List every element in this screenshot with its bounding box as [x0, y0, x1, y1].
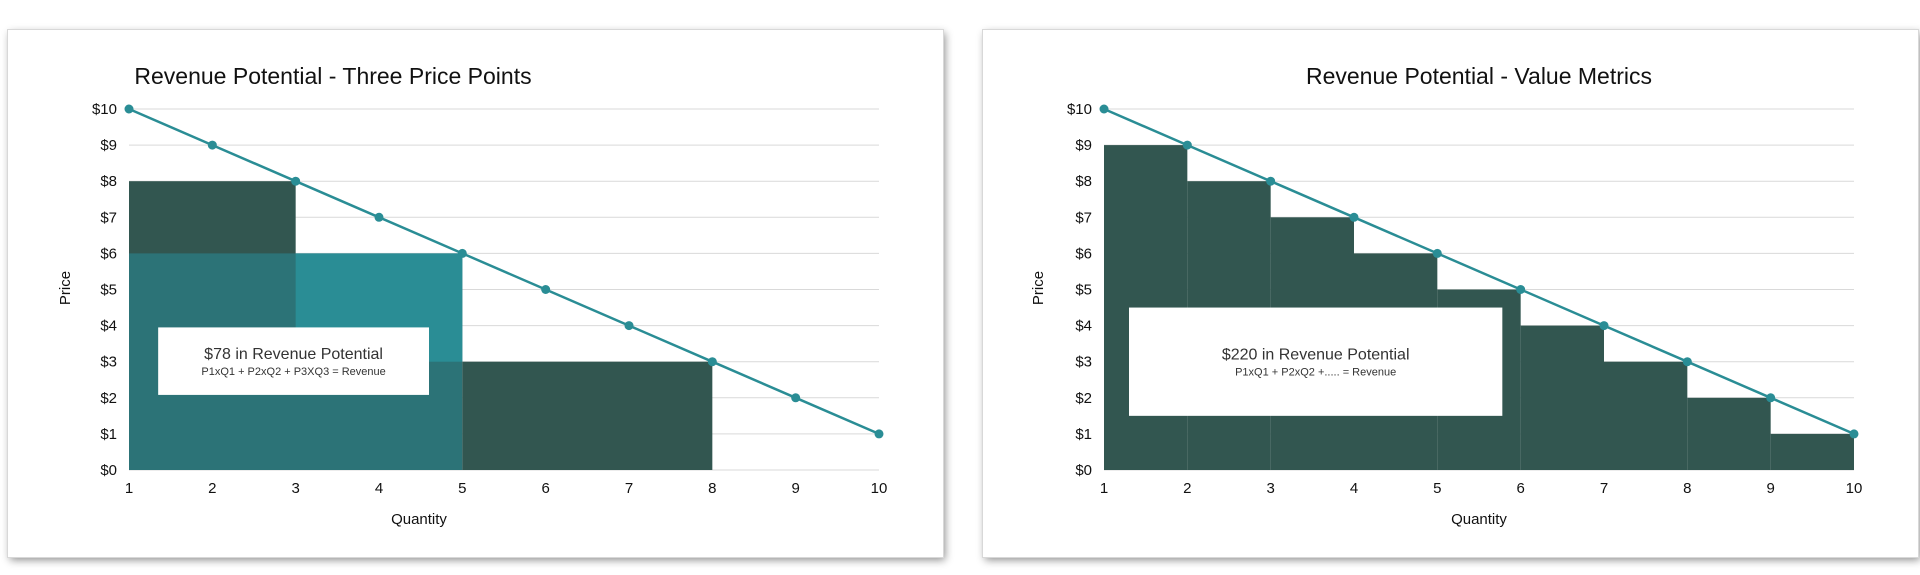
- y-tick-label: $1: [1075, 426, 1092, 443]
- y-tick-label: $3: [1075, 354, 1092, 371]
- y-tick-label: $9: [1075, 137, 1092, 154]
- y-tick-label: $8: [100, 173, 117, 190]
- x-tick-label: 10: [871, 480, 888, 497]
- x-tick-label: 8: [1683, 480, 1691, 497]
- data-point: [291, 176, 301, 186]
- x-tick-label: 8: [708, 480, 716, 497]
- x-axis-label: Quantity: [391, 511, 447, 528]
- x-tick-label: 5: [458, 480, 466, 497]
- data-point: [624, 321, 634, 331]
- data-point: [1599, 321, 1609, 331]
- data-point: [1682, 357, 1692, 367]
- data-point: [1849, 429, 1859, 439]
- data-point: [1766, 393, 1776, 403]
- x-tick-label: 1: [125, 480, 133, 497]
- chart-title: Revenue Potential - Value Metrics: [1306, 63, 1652, 89]
- x-tick-label: 2: [1183, 480, 1191, 497]
- annotation-main-text: $78 in Revenue Potential: [204, 346, 383, 363]
- revenue-rect: [1604, 361, 1688, 470]
- revenue-rect: [1770, 433, 1854, 470]
- data-point: [1432, 248, 1442, 258]
- axis-ticks: 1 2 3 4 5 6 7 8 9 10 $0 $1 $2 $3 $4 $5 $6 $7 $8 $9 $10: [1067, 101, 1862, 497]
- y-axis-label: Price: [1030, 271, 1047, 305]
- revenue-annotation: $78 in Revenue Potential P1xQ1 + P2xQ2 +…: [158, 327, 429, 395]
- y-tick-label: $0: [100, 462, 117, 479]
- chart-value-metrics: Revenue Potential - Value Metrics $220 i…: [1030, 63, 1862, 528]
- x-tick-label: 6: [1516, 480, 1524, 497]
- demand-curve: [1099, 104, 1859, 439]
- y-axis-label: Price: [57, 271, 74, 305]
- x-tick-label: 5: [1433, 480, 1441, 497]
- axis-ticks: 1 2 3 4 5 6 7 8 9 10 $0 $1 $2 $3 $4 $5 $6 $7 $8 $9 $10: [92, 101, 887, 497]
- data-point: [1182, 140, 1192, 150]
- chart-title: Revenue Potential - Three Price Points: [134, 63, 531, 89]
- y-tick-label: $10: [92, 101, 117, 118]
- x-tick-label: 7: [625, 480, 633, 497]
- data-point: [1516, 285, 1526, 294]
- y-tick-label: $5: [100, 282, 117, 299]
- y-tick-label: $0: [1075, 462, 1092, 479]
- x-tick-label: 2: [208, 480, 216, 497]
- series-line: [1103, 107, 1855, 436]
- data-point: [457, 248, 467, 258]
- data-point: [207, 140, 217, 150]
- annotation-formula-text: P1xQ1 + P2xQ2 +..... = Revenue: [1235, 367, 1396, 379]
- annotation-formula-text: P1xQ1 + P2xQ2 + P3XQ3 = Revenue: [201, 366, 385, 378]
- y-tick-label: $9: [100, 137, 117, 154]
- x-tick-label: 9: [791, 480, 799, 497]
- y-tick-label: $4: [100, 318, 117, 335]
- series-line: [128, 107, 880, 436]
- revenue-rect: [462, 361, 713, 470]
- revenue-annotation: $220 in Revenue Potential P1xQ1 + P2xQ2 …: [1129, 307, 1503, 416]
- x-tick-label: 1: [1100, 480, 1108, 497]
- x-tick-label: 9: [1766, 480, 1774, 497]
- x-axis-label: Quantity: [1451, 511, 1507, 528]
- y-tick-label: $8: [1075, 173, 1092, 190]
- x-tick-label: 3: [291, 480, 299, 497]
- y-tick-label: $3: [100, 354, 117, 371]
- y-tick-label: $2: [1075, 390, 1092, 407]
- data-point: [124, 104, 134, 114]
- chart-panel-value-metrics: Revenue Potential - Value Metrics $220 i…: [983, 30, 1918, 557]
- x-tick-label: 4: [375, 480, 383, 497]
- data-point: [1099, 104, 1109, 114]
- data-point: [1266, 176, 1276, 186]
- data-point: [374, 212, 384, 222]
- x-tick-label: 4: [1350, 480, 1358, 497]
- revenue-rect: [1687, 397, 1771, 470]
- revenue-rect: [1520, 325, 1604, 470]
- data-point: [874, 429, 884, 439]
- data-point: [541, 285, 551, 294]
- annotation-main-text: $220 in Revenue Potential: [1222, 347, 1410, 364]
- y-tick-label: $10: [1067, 101, 1092, 118]
- y-tick-label: $2: [100, 390, 117, 407]
- chart-three-price-points: Revenue Potential - Three Price Points $…: [57, 63, 887, 528]
- chart-panel-three-price-points: Revenue Potential - Three Price Points $…: [8, 30, 943, 557]
- data-point: [791, 393, 801, 403]
- data-point: [1349, 212, 1359, 222]
- x-tick-label: 10: [1846, 480, 1863, 497]
- x-tick-label: 3: [1266, 480, 1274, 497]
- x-tick-label: 6: [541, 480, 549, 497]
- y-tick-label: $7: [1075, 209, 1092, 226]
- y-tick-label: $5: [1075, 282, 1092, 299]
- y-tick-label: $6: [1075, 245, 1092, 262]
- y-tick-label: $7: [100, 209, 117, 226]
- annotation-box: [1129, 307, 1503, 416]
- annotation-box: [158, 327, 429, 395]
- demand-curve: [124, 104, 884, 439]
- data-point: [707, 357, 717, 367]
- y-tick-label: $6: [100, 245, 117, 262]
- y-tick-label: $1: [100, 426, 117, 443]
- y-tick-label: $4: [1075, 318, 1092, 335]
- x-tick-label: 7: [1600, 480, 1608, 497]
